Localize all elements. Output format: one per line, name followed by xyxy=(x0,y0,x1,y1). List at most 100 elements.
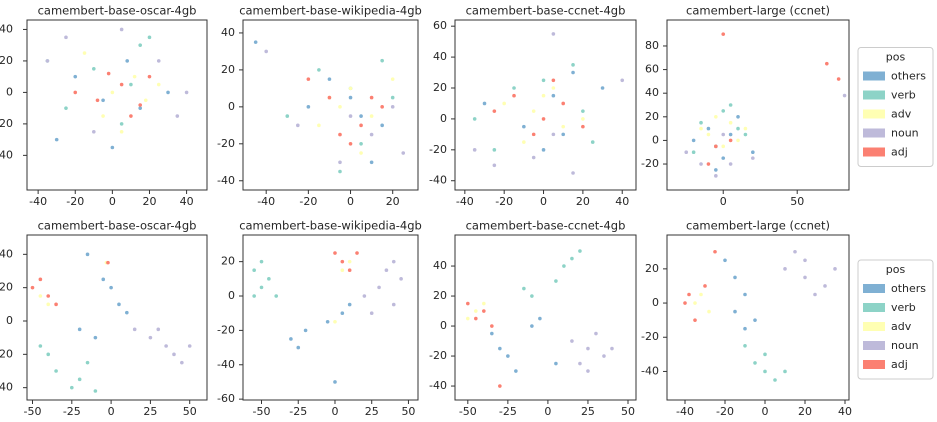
point xyxy=(728,162,733,166)
point xyxy=(699,292,703,297)
point xyxy=(842,93,847,98)
point xyxy=(531,109,536,113)
point xyxy=(763,369,767,374)
point xyxy=(180,360,184,365)
x-tick-label: 25 xyxy=(143,405,157,418)
point xyxy=(531,132,536,137)
point xyxy=(472,148,477,152)
point xyxy=(70,385,74,390)
point xyxy=(803,275,807,280)
x-tick-label: 25 xyxy=(581,405,595,418)
point xyxy=(259,259,264,264)
y-tick-label: 40 xyxy=(645,86,659,99)
y-tick-label: -20 xyxy=(0,117,13,130)
point xyxy=(482,309,486,313)
point xyxy=(327,77,332,81)
legend-swatch xyxy=(863,360,885,369)
point xyxy=(803,258,807,263)
point xyxy=(317,123,321,128)
point xyxy=(362,294,367,298)
point xyxy=(85,252,90,257)
x-tick-label: 0 xyxy=(540,195,547,208)
x-tick-label: 0 xyxy=(109,195,116,208)
x-tick-label: 0 xyxy=(544,405,551,418)
legend: pos others verb adv noun adj xyxy=(857,47,934,167)
plot-frame xyxy=(242,234,419,401)
point xyxy=(110,90,115,95)
point xyxy=(506,354,510,358)
legend: pos others verb adv noun adj xyxy=(857,259,934,380)
x-tick-label: 0 xyxy=(347,195,354,208)
point xyxy=(743,292,747,297)
x-tick-label: -50 xyxy=(459,405,477,418)
point xyxy=(707,309,711,314)
point xyxy=(713,249,717,254)
legend-swatch xyxy=(863,128,885,138)
point xyxy=(561,101,566,106)
point xyxy=(82,51,87,55)
y-tick-label: 0 xyxy=(440,112,447,125)
point xyxy=(348,114,353,118)
point xyxy=(570,256,574,261)
x-tick-label: -25 xyxy=(289,405,307,418)
subplot-title: camembert-base-ccnet-4gb xyxy=(466,219,626,233)
y-tick-label: 40 xyxy=(433,259,447,272)
point xyxy=(474,309,478,313)
point xyxy=(482,101,487,106)
point xyxy=(369,95,374,100)
legend-label: adv xyxy=(891,320,912,333)
point xyxy=(390,95,395,100)
point xyxy=(338,105,342,109)
y-tick-label: 20 xyxy=(221,255,235,268)
subplot: camembert-base-ccnet-4gb 60 40 20 0 -20 -40 -40… xyxy=(429,4,637,208)
y-tick-label: -40 xyxy=(429,379,447,392)
point xyxy=(38,344,43,348)
point xyxy=(693,318,697,322)
point xyxy=(138,103,142,107)
point xyxy=(551,93,556,98)
point xyxy=(340,311,345,316)
point xyxy=(530,324,534,328)
point xyxy=(561,132,566,137)
y-tick-label: -20 xyxy=(641,330,659,343)
point xyxy=(93,389,98,393)
x-tick-label: -40 xyxy=(29,195,47,208)
point xyxy=(490,331,494,336)
point xyxy=(64,106,68,110)
point xyxy=(380,58,384,63)
point xyxy=(783,369,787,374)
y-tick-label: 0 xyxy=(652,133,659,146)
y-tick-label: 80 xyxy=(645,39,659,52)
point xyxy=(578,361,582,366)
point xyxy=(95,98,100,103)
point xyxy=(522,140,526,144)
point xyxy=(541,117,546,121)
y-tick-label: 60 xyxy=(433,19,447,32)
subplot-title: camembert-base-wikipedia-4gb xyxy=(239,219,422,233)
point xyxy=(175,114,180,118)
legend-label: others xyxy=(891,70,926,83)
y-tick-label: 0 xyxy=(228,100,235,113)
y-tick-label: -60 xyxy=(217,392,235,405)
legend-label: verb xyxy=(891,301,916,314)
point xyxy=(54,369,58,373)
point xyxy=(369,132,374,137)
point xyxy=(54,302,58,307)
legend-label: noun xyxy=(891,127,919,140)
point xyxy=(793,249,797,254)
y-tick-label: -40 xyxy=(217,358,235,371)
x-tick-label: 0 xyxy=(331,405,338,418)
point xyxy=(93,335,98,340)
point xyxy=(369,114,374,118)
point xyxy=(46,352,51,357)
point xyxy=(125,59,130,63)
point xyxy=(119,82,124,87)
x-tick-label: -20 xyxy=(66,195,84,208)
subplot: camembert-base-ccnet-4gb 40 20 0 -20 -40 -50 -2… xyxy=(429,219,637,418)
y-tick-label: 20 xyxy=(645,110,659,123)
y-tick-label: 0 xyxy=(6,85,13,98)
x-tick-label: 50 xyxy=(621,405,635,418)
point xyxy=(391,259,396,264)
point xyxy=(751,150,755,155)
x-tick-label: 0 xyxy=(720,195,727,208)
